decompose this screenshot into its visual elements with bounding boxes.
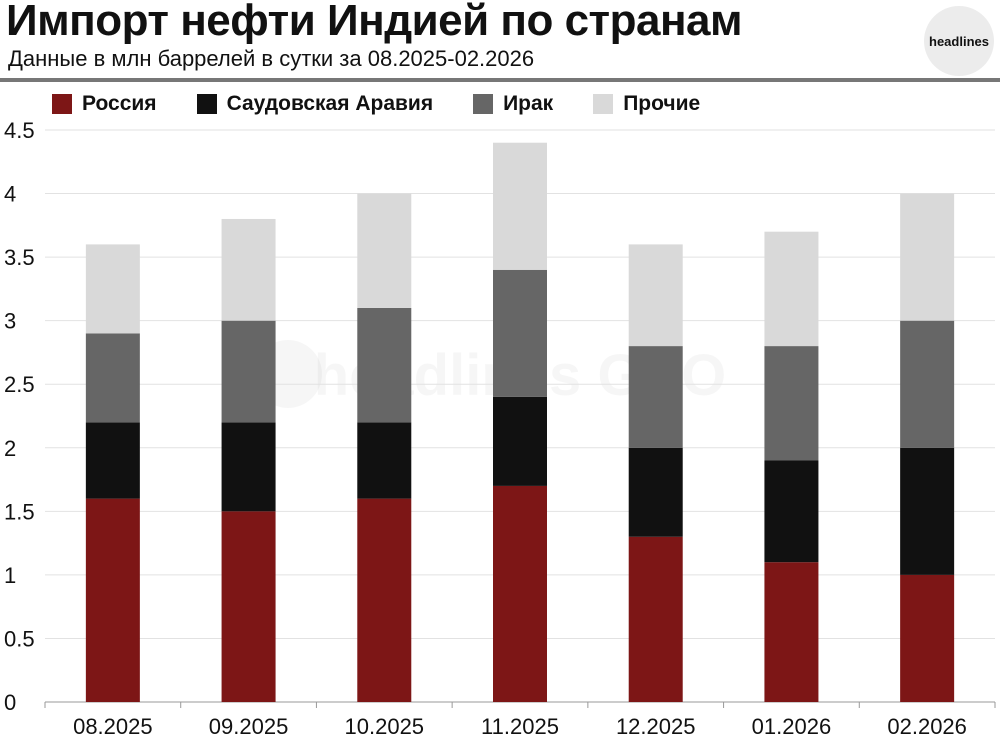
x-tick-label: 11.2025 xyxy=(481,714,559,739)
bar-segment xyxy=(900,193,955,321)
legend-label: Саудовская Аравия xyxy=(226,92,434,115)
bar-segment xyxy=(628,536,683,702)
legend-label: Россия xyxy=(82,92,157,115)
bar-segment xyxy=(493,142,547,270)
bar-segment xyxy=(628,346,683,448)
headlines-logo: headlines xyxy=(924,6,994,76)
bar-segment xyxy=(628,244,683,347)
bar-segment xyxy=(221,218,276,321)
x-tick-label: 08.2025 xyxy=(73,714,153,739)
bar-segment xyxy=(900,447,955,575)
y-tick-label: 3.5 xyxy=(4,245,35,270)
legend-label: Ирак xyxy=(503,92,554,115)
bar-segment xyxy=(85,244,140,334)
chart-subtitle: Данные в млн баррелей в сутки за 08.2025… xyxy=(8,46,535,71)
bar-segment xyxy=(764,231,819,347)
bar-segment xyxy=(221,320,276,423)
bar-segment xyxy=(357,498,412,702)
bar-segment xyxy=(900,574,955,702)
legend-swatch xyxy=(52,94,72,114)
bar-segment xyxy=(221,511,276,702)
y-tick-label: 4.5 xyxy=(4,118,35,143)
legend: Россия Саудовская Аравия Ирак Прочие xyxy=(52,92,740,116)
y-tick-label: 0 xyxy=(4,690,16,715)
bar-segment xyxy=(357,307,412,423)
bar-segment xyxy=(357,422,412,499)
y-tick-label: 4 xyxy=(4,182,16,207)
x-tick-label: 12.2025 xyxy=(616,714,696,739)
legend-label: Прочие xyxy=(623,92,701,115)
bar-segment xyxy=(764,460,819,563)
x-tick-label: 02.2026 xyxy=(887,714,967,739)
bar-segment xyxy=(357,193,412,308)
legend-swatch xyxy=(593,94,614,114)
legend-swatch xyxy=(473,94,494,114)
legend-item: Прочие xyxy=(593,92,700,116)
bar-segment xyxy=(493,396,547,486)
x-tick-label: 01.2026 xyxy=(752,714,832,739)
divider xyxy=(0,78,1000,82)
y-tick-label: 3 xyxy=(4,309,16,334)
chart-title: Импорт нефти Индией по странам xyxy=(6,0,743,45)
y-tick-label: 0.5 xyxy=(4,626,35,651)
bar-segment xyxy=(493,485,547,702)
y-tick-label: 2.5 xyxy=(4,372,35,397)
bar-segment xyxy=(85,333,140,423)
y-tick-label: 2 xyxy=(4,436,16,461)
bar-segment xyxy=(493,269,547,397)
y-tick-label: 1 xyxy=(4,563,16,588)
legend-swatch xyxy=(196,94,217,114)
x-tick-label: 09.2025 xyxy=(209,714,289,739)
bar-segment xyxy=(764,562,819,702)
y-tick-label: 1.5 xyxy=(4,499,35,524)
legend-item: Ирак xyxy=(473,92,553,116)
bar-segment xyxy=(221,422,276,512)
bar-segment xyxy=(85,422,140,499)
bar-segment xyxy=(900,320,955,448)
legend-item: Саудовская Аравия xyxy=(196,92,434,116)
bar-segment xyxy=(85,498,140,702)
bar-segment xyxy=(628,447,683,537)
x-tick-label: 10.2025 xyxy=(345,714,425,739)
bar-segment xyxy=(764,346,819,461)
legend-item: Россия xyxy=(52,92,157,116)
